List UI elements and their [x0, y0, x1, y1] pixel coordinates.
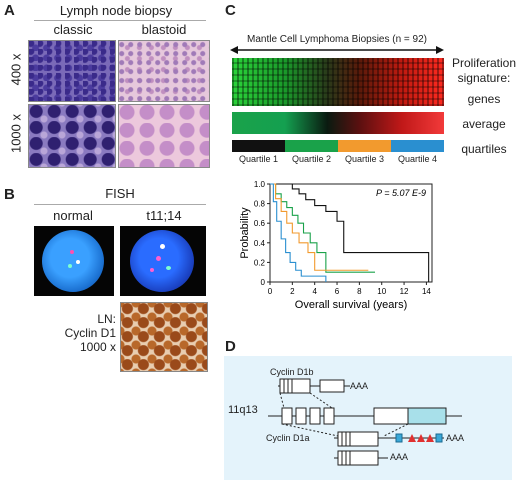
prolif-label-line2: signature: — [457, 71, 511, 85]
quartile-4-segment — [391, 140, 444, 152]
row-label-1000: 1000 x — [8, 113, 24, 154]
x-tick-label: 0 — [268, 287, 273, 296]
quartiles-label: quartiles — [461, 142, 507, 156]
gene-structure-diagram — [268, 378, 462, 466]
fish-image-t1114 — [120, 226, 206, 296]
micrograph-classic-400 — [28, 40, 116, 102]
y-axis-label: Probability — [239, 207, 251, 259]
panel-d-letter: D — [225, 338, 236, 355]
col-label-t1114: t11;14 — [146, 208, 182, 223]
quartile-bar — [232, 140, 444, 152]
x-tick-label: 10 — [377, 287, 386, 296]
cyclin-d1a-label: Cyclin D1a — [266, 433, 310, 443]
quartile-labels: Quartile 1 Quartile 2 Quartile 3 Quartil… — [232, 154, 444, 166]
y-tick-label: 0 — [261, 278, 266, 287]
exon-box — [319, 379, 345, 393]
survival-chart: 0 2 4 6 8 10 12 14 0 0.2 0.4 0.6 0.8 1.0 Overall survi… — [239, 180, 433, 311]
quartile-2-label: Quartile 2 — [291, 154, 332, 164]
title-underline — [34, 204, 206, 205]
survival-curve-1 — [270, 183, 430, 282]
polyA-label-short: AAA — [390, 452, 409, 462]
ln-label-line1: LN: — [97, 312, 116, 326]
quartile-3-label: Quartile 3 — [344, 154, 385, 164]
x-tick-label: 2 — [290, 287, 295, 296]
col-label-blastoid: blastoid — [141, 22, 187, 37]
quartile-1-label: Quartile 1 — [238, 154, 279, 164]
x-tick-label: 8 — [357, 287, 362, 296]
y-tick-label: 0.8 — [254, 200, 266, 209]
title-underline — [34, 20, 206, 21]
locus-11q13-label: 11q13 — [228, 404, 258, 416]
survival-curve-3 — [270, 183, 369, 271]
double-arrow — [230, 46, 444, 54]
genes-label: genes — [467, 92, 501, 106]
quartile-3-segment — [338, 140, 391, 152]
proliferation-average-bar — [232, 112, 444, 134]
polyA-label-d1a: AAA — [446, 433, 465, 443]
survival-curve-2 — [270, 183, 376, 273]
quartile-2-segment — [285, 140, 338, 152]
y-tick-label: 0.4 — [254, 239, 266, 248]
cyclin-d1b-transcript — [278, 378, 350, 394]
p-value-annotation: P = 5.07 E-9 — [376, 188, 426, 198]
ln-label-line2: Cyclin D1 — [64, 326, 116, 340]
polyA-label-d1b: AAA — [350, 381, 369, 391]
quartile-1-segment — [232, 140, 285, 152]
cyclin-d1a-transcript — [334, 431, 444, 447]
y-tick-label: 1.0 — [254, 180, 266, 189]
x-tick-label: 6 — [335, 287, 340, 296]
heatmap-title: Mantle Cell Lymphoma Biopsies (n = 92) — [247, 34, 427, 45]
cyclin-d1b-label: Cyclin D1b — [270, 367, 314, 377]
ihc-cyclin-d1-image — [120, 302, 208, 372]
x-axis-label: Overall survival (years) — [295, 299, 407, 311]
survival-curve-4 — [270, 183, 327, 282]
row-label-400: 400 x — [8, 53, 24, 86]
quartile-4-label: Quartile 4 — [397, 154, 438, 164]
fish-image-normal — [34, 226, 114, 296]
average-label: average — [462, 117, 506, 131]
y-tick-label: 0.6 — [254, 219, 266, 228]
genomic-locus — [268, 407, 462, 425]
col-label-normal: normal — [53, 208, 93, 223]
micrograph-blastoid-1000 — [118, 104, 210, 168]
x-tick-label: 12 — [400, 287, 409, 296]
panel-a-title: Lymph node biopsy — [59, 3, 173, 18]
short-transcript — [334, 450, 388, 466]
col-label-classic: classic — [53, 22, 93, 37]
panel-a-letter: A — [4, 2, 15, 19]
proliferation-heatmap — [232, 58, 444, 106]
prolif-label-line1: Proliferation — [451, 56, 517, 70]
ln-label-line3: 1000 x — [79, 340, 116, 354]
micrograph-blastoid-400 — [118, 40, 210, 102]
x-tick-label: 4 — [312, 287, 317, 296]
panel-b-title: FISH — [105, 186, 135, 201]
panel-c-letter: C — [225, 2, 236, 19]
proliferation-signature-label: Proliferation signature: — [448, 56, 520, 86]
x-tick-label: 14 — [422, 287, 431, 296]
plot-frame — [269, 183, 433, 283]
panel-b-letter: B — [4, 186, 15, 203]
ln-cyclin-label: LN: Cyclin D1 1000 x — [38, 312, 116, 354]
y-tick-label: 0.2 — [254, 258, 266, 267]
micrograph-classic-1000 — [28, 104, 116, 168]
